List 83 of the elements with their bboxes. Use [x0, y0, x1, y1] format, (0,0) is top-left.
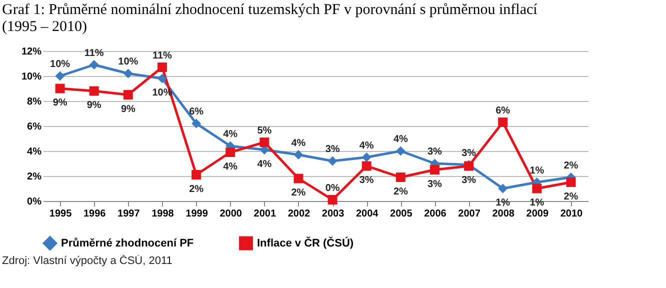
data-label: 4% — [393, 134, 408, 145]
data-label: 0% — [325, 182, 340, 194]
point — [157, 62, 167, 72]
point — [396, 172, 406, 182]
y-tick-label: 2% — [27, 172, 42, 182]
x-tick-label: 2003 — [322, 208, 345, 220]
point — [89, 60, 99, 70]
data-label: 3% — [359, 175, 374, 186]
data-label: 11% — [152, 50, 172, 62]
y-tick-label: 0% — [27, 196, 42, 208]
x-tick-label: 2010 — [560, 208, 584, 220]
data-label: 4% — [223, 129, 238, 140]
legend-label: Inflace v ČR (ČSÚ) — [257, 236, 354, 250]
point — [396, 146, 406, 156]
data-label: 10% — [50, 59, 70, 70]
data-label: 3% — [427, 178, 442, 190]
data-label: 2% — [291, 188, 306, 198]
x-tick-label: 1996 — [83, 208, 106, 220]
data-label: 11% — [84, 48, 104, 59]
x-tick-label: 2001 — [254, 208, 276, 220]
data-label: 2% — [564, 191, 578, 202]
point — [294, 174, 304, 184]
point — [430, 165, 440, 174]
point — [123, 90, 133, 100]
point — [192, 170, 202, 180]
point — [328, 156, 338, 166]
data-label: 4% — [257, 158, 272, 170]
point — [260, 138, 270, 147]
y-tick-label: 10% — [21, 72, 42, 82]
y-tick-label: 6% — [27, 122, 42, 132]
point — [498, 184, 508, 194]
data-label: 3% — [325, 144, 340, 155]
x-tick-label: 1998 — [152, 208, 174, 220]
x-tick-label: 2009 — [526, 208, 549, 220]
point — [123, 68, 133, 78]
point — [328, 195, 338, 204]
point — [532, 184, 542, 194]
y-tick-label: 4% — [27, 146, 42, 158]
x-tick-label: 2008 — [492, 208, 515, 220]
data-label: 2% — [564, 160, 578, 172]
point — [89, 86, 99, 96]
x-tick-label: 2004 — [356, 208, 379, 220]
point — [362, 152, 372, 162]
data-label: 3% — [462, 148, 476, 159]
data-label: 3% — [427, 146, 442, 158]
data-label: 4% — [291, 138, 306, 149]
point — [55, 71, 65, 81]
point — [566, 178, 576, 187]
point — [157, 74, 167, 84]
data-label: 3% — [462, 175, 476, 186]
data-label: 10% — [118, 56, 138, 68]
point — [294, 150, 304, 160]
x-tick-label: 2000 — [220, 208, 242, 220]
data-label: 9% — [52, 98, 68, 108]
x-tick-label: 2005 — [390, 208, 413, 220]
x-tick-label: 2007 — [458, 208, 481, 220]
point — [226, 148, 236, 157]
x-tick-label: 2002 — [288, 208, 311, 220]
data-label: 2% — [393, 186, 408, 198]
data-label: 1% — [530, 165, 544, 176]
point — [192, 118, 202, 128]
x-tick-label: 1995 — [49, 208, 72, 220]
data-label: 5% — [257, 125, 272, 136]
x-tick-label: 1999 — [186, 208, 208, 220]
legend-label: Průměrné zhodnocení PF — [61, 237, 194, 250]
data-label: 1% — [530, 198, 544, 208]
point — [362, 161, 372, 171]
x-tick-label: 1997 — [118, 208, 140, 220]
data-label: 6% — [189, 106, 204, 118]
data-label: 9% — [86, 100, 102, 111]
y-tick-label: 8% — [27, 96, 42, 108]
data-label: 1% — [496, 198, 510, 208]
point — [55, 84, 65, 94]
y-tick-label: 12% — [21, 46, 42, 58]
point — [498, 118, 508, 127]
data-label: 9% — [120, 104, 136, 115]
text: Zdroj: Vlastní výpočty a ČSÚ, 2011 — [1, 255, 174, 267]
data-label: 6% — [496, 105, 510, 116]
data-label: 2% — [189, 184, 204, 195]
chart-title: Graf 1: Průměrné nominální zhodnocení tuzemských PF v porovnání s průměrnou inflací (1995 – 2010) — [1, 1, 538, 36]
x-tick-label: 2006 — [424, 208, 447, 220]
data-label: 4% — [359, 140, 374, 152]
data-label: 4% — [223, 161, 238, 172]
